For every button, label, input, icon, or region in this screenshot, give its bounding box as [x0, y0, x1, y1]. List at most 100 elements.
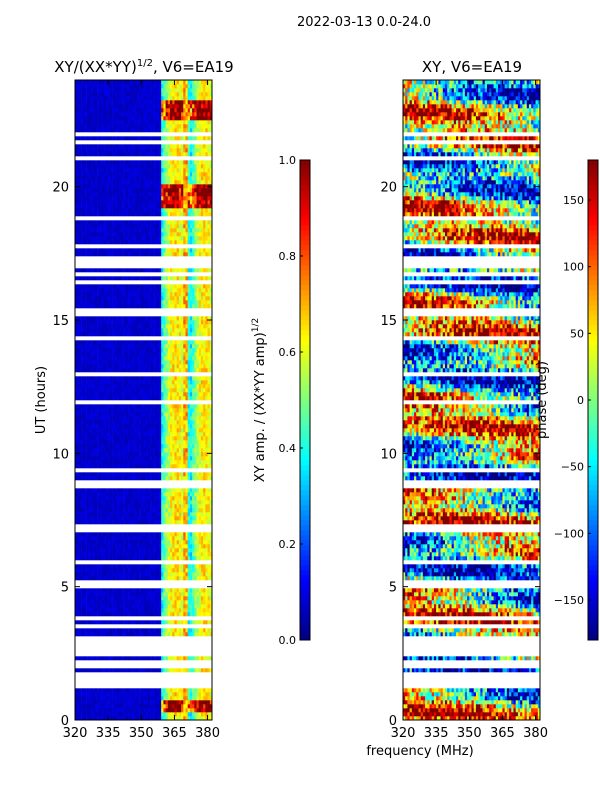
- heatmap-cell: [203, 296, 206, 301]
- heatmap-cell: [165, 300, 169, 305]
- heatmap-cell: [99, 460, 102, 465]
- heatmap-cell: [161, 496, 164, 501]
- heatmap-cell: [198, 516, 202, 521]
- heatmap-cell: [187, 384, 191, 389]
- heatmap-cell: [110, 488, 113, 493]
- heatmap-cell: [119, 612, 122, 617]
- heatmap-cell: [185, 304, 188, 309]
- heatmap-cell: [161, 324, 164, 329]
- heatmap-cell: [194, 388, 197, 393]
- heatmap-cell: [130, 352, 133, 357]
- heatmap-cell: [112, 392, 116, 397]
- heatmap-cell: [163, 712, 166, 717]
- heatmap-cell: [128, 408, 131, 413]
- heatmap-cell: [154, 596, 158, 601]
- heatmap-cell: [143, 632, 147, 637]
- heatmap-cell: [86, 324, 89, 329]
- heatmap-cell: [183, 384, 186, 389]
- heatmap-cell: [176, 328, 180, 333]
- heatmap-cell: [174, 432, 177, 437]
- heatmap-cell: [83, 424, 87, 429]
- heatmap-cell: [136, 516, 140, 521]
- heatmap-cell: [181, 716, 184, 721]
- heatmap-cell: [189, 340, 193, 345]
- heatmap-cell: [128, 564, 131, 569]
- heatmap-cell: [172, 552, 175, 557]
- heatmap-cell: [88, 704, 91, 709]
- heatmap-cell: [205, 604, 208, 609]
- heatmap-cell: [192, 568, 195, 573]
- heatmap-cell: [156, 384, 160, 389]
- heatmap-cell: [181, 496, 184, 501]
- heatmap-cell: [119, 704, 122, 709]
- heatmap-cell: [90, 316, 93, 321]
- heatmap-cell: [92, 612, 96, 617]
- heatmap-cell: [200, 460, 204, 465]
- heatmap-cell: [125, 712, 129, 717]
- heatmap-cell: [123, 412, 127, 417]
- heatmap-cell: [205, 364, 208, 369]
- heatmap-cell: [143, 532, 147, 537]
- heatmap-cell: [114, 588, 118, 593]
- heatmap-cell: [207, 712, 211, 717]
- heatmap-cell: [185, 656, 188, 661]
- heatmap-cell: [192, 384, 195, 389]
- heatmap-cell: [92, 380, 96, 385]
- heatmap-cell: [189, 696, 193, 701]
- heatmap-cell: [83, 344, 87, 349]
- heatmap-cell: [192, 704, 195, 709]
- heatmap-cell: [99, 424, 102, 429]
- heatmap-cell: [79, 440, 82, 445]
- heatmap-cell: [83, 600, 87, 605]
- heatmap-cell: [150, 556, 153, 561]
- heatmap-cell: [108, 348, 111, 353]
- heatmap-cell: [163, 344, 166, 349]
- heatmap-cell: [110, 588, 113, 593]
- heatmap-cell: [172, 380, 175, 385]
- heatmap-cell: [198, 596, 202, 601]
- heatmap-cell: [101, 340, 105, 345]
- heatmap-cell: [165, 712, 169, 717]
- heatmap-cell: [77, 568, 80, 573]
- heatmap-cell: [116, 620, 120, 625]
- heatmap-cell: [205, 516, 208, 521]
- heatmap-cell: [150, 716, 153, 721]
- heatmap-cell: [103, 460, 107, 465]
- heatmap-cell: [174, 472, 177, 477]
- heatmap-cell: [83, 356, 87, 361]
- heatmap-cell: [183, 444, 186, 449]
- heatmap-cell: [187, 424, 191, 429]
- flagged-row: [75, 560, 212, 565]
- heatmap-cell: [161, 432, 164, 437]
- heatmap-cell: [125, 708, 129, 713]
- heatmap-cell: [170, 340, 173, 345]
- heatmap-cell: [81, 328, 85, 333]
- heatmap-cell: [196, 656, 200, 661]
- heatmap-cell: [86, 700, 89, 705]
- heatmap-cell: [81, 604, 85, 609]
- heatmap-cell: [119, 596, 122, 601]
- heatmap-cell: [196, 548, 200, 553]
- heatmap-cell: [77, 588, 80, 593]
- heatmap-cell: [143, 688, 147, 693]
- heatmap-cell: [75, 396, 78, 401]
- heatmap-cell: [165, 304, 169, 309]
- heatmap-cell: [156, 416, 160, 421]
- heatmap-cell: [94, 356, 98, 361]
- heatmap-cell: [121, 388, 124, 393]
- heatmap-cell: [145, 704, 149, 709]
- heatmap-cell: [143, 540, 147, 545]
- heatmap-cell: [143, 608, 147, 613]
- heatmap-cell: [88, 620, 91, 625]
- heatmap-cell: [152, 472, 155, 477]
- heatmap-cell: [161, 508, 164, 513]
- heatmap-cell: [170, 544, 173, 549]
- heatmap-cell: [187, 444, 191, 449]
- heatmap-cell: [194, 576, 197, 581]
- heatmap-cell: [123, 352, 127, 357]
- heatmap-cell: [189, 548, 193, 553]
- heatmap-cell: [116, 564, 120, 569]
- heatmap-cell: [185, 696, 188, 701]
- heatmap-cell: [121, 536, 124, 541]
- heatmap-cell: [163, 492, 166, 497]
